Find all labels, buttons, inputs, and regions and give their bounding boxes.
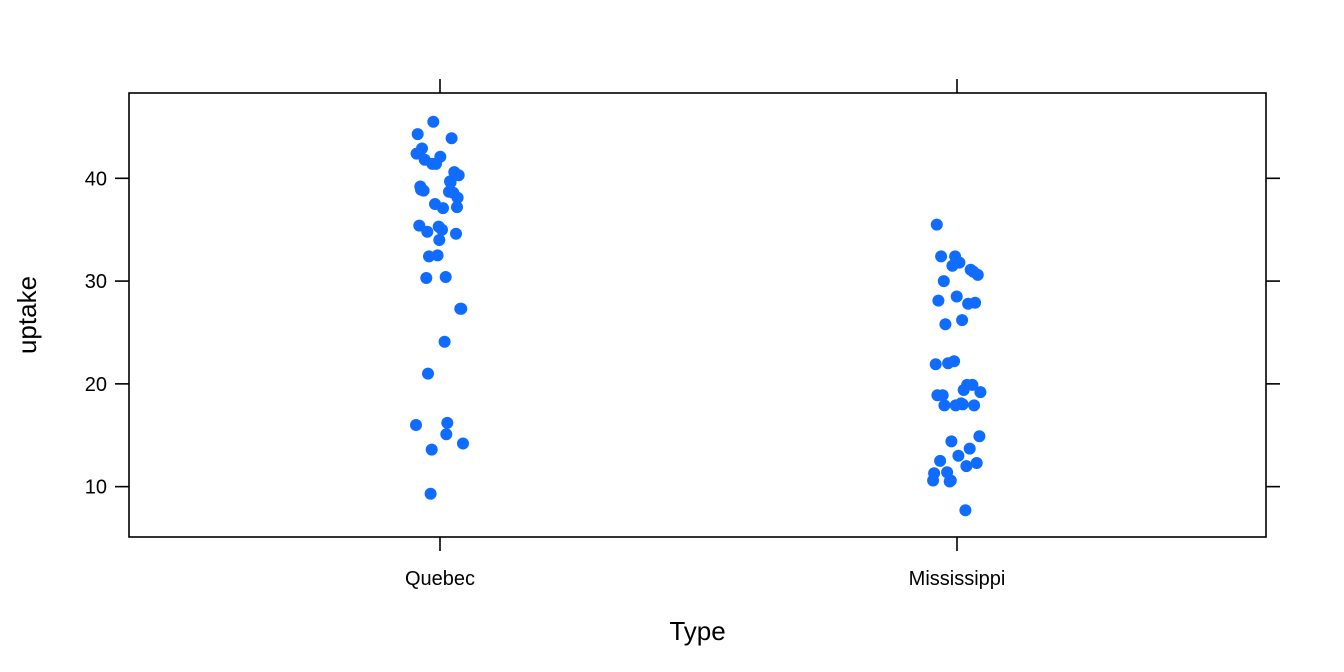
data-point	[937, 275, 950, 288]
data-point	[946, 259, 959, 272]
data-point	[929, 358, 942, 371]
y-tick-label: 40	[85, 168, 107, 190]
data-point	[956, 314, 969, 327]
data-point	[411, 128, 424, 141]
data-point	[415, 183, 427, 196]
data-point	[424, 487, 437, 500]
data-point	[454, 302, 467, 315]
data-point	[410, 147, 423, 160]
data-point	[444, 176, 457, 189]
data-point	[436, 223, 448, 236]
data-point	[451, 201, 463, 214]
data-point	[968, 399, 981, 412]
data-point	[930, 218, 943, 231]
data-point	[931, 389, 944, 402]
data-point	[451, 191, 464, 204]
y-tick-label: 10	[85, 477, 107, 499]
points-layer	[410, 115, 987, 517]
data-point	[943, 475, 956, 488]
data-point	[945, 435, 958, 448]
data-point	[439, 271, 452, 283]
data-point	[452, 169, 465, 182]
data-point	[441, 416, 454, 429]
data-point	[431, 249, 444, 262]
data-point	[420, 272, 433, 284]
data-point	[457, 437, 469, 450]
data-point	[413, 219, 426, 232]
data-point	[935, 250, 948, 263]
data-point	[927, 474, 940, 487]
data-point	[963, 442, 976, 455]
y-tick-label: 30	[85, 271, 107, 293]
data-point	[429, 198, 441, 210]
x-tick-label: Mississippi	[909, 568, 1006, 590]
data-point	[938, 399, 951, 412]
data-point	[932, 294, 945, 307]
data-point	[952, 449, 965, 462]
data-point	[970, 457, 983, 469]
data-point	[962, 297, 975, 310]
data-point	[948, 355, 961, 368]
data-point	[425, 443, 438, 456]
data-point	[450, 227, 462, 240]
data-point	[974, 386, 987, 399]
data-point	[964, 263, 977, 276]
data-point	[440, 428, 453, 441]
y-axis-title: uptake	[12, 276, 42, 354]
plot-frame	[128, 92, 1267, 538]
data-point	[433, 234, 446, 246]
data-point	[426, 157, 439, 170]
data-point	[960, 460, 973, 473]
data-point	[445, 132, 458, 145]
data-point	[961, 378, 974, 391]
ticks-layer: Quebec Mississippi 10 20 30 40	[85, 79, 1280, 590]
data-point	[934, 454, 947, 467]
data-point	[422, 367, 434, 380]
data-point	[973, 430, 986, 443]
data-point	[959, 504, 972, 517]
data-point	[950, 290, 963, 303]
x-axis-title: Type	[669, 616, 725, 646]
data-point	[939, 318, 952, 331]
data-point	[438, 335, 451, 348]
data-point	[941, 466, 954, 479]
x-tick-label: Quebec	[405, 568, 475, 590]
y-tick-label: 20	[85, 374, 107, 396]
data-point	[949, 399, 962, 412]
data-point	[410, 419, 422, 431]
data-point	[434, 150, 447, 163]
data-point	[427, 115, 440, 128]
